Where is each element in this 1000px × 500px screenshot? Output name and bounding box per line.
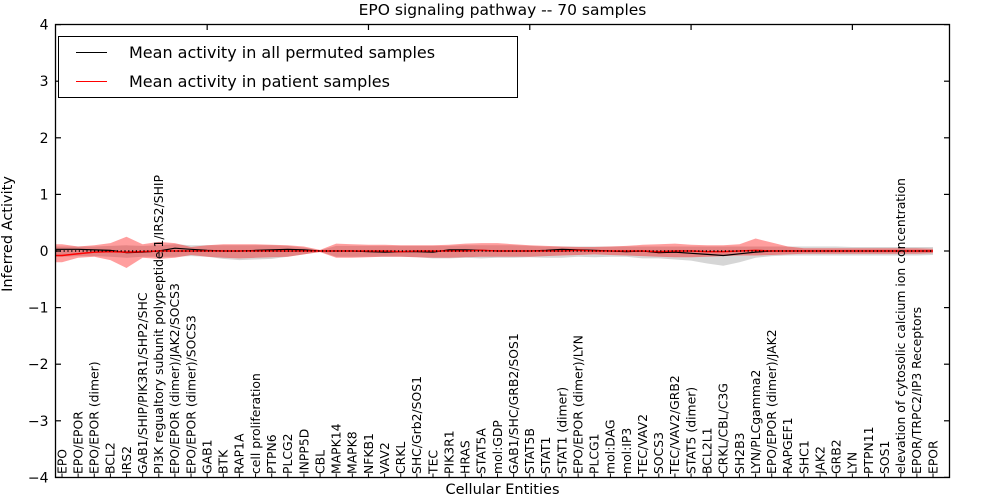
x-tick-label: SOCS3 [651, 432, 666, 474]
x-tick-label: GAB1/SHIP/PIK3R1/SHP2/SHC [135, 293, 150, 474]
y-tick-label: −2 [28, 357, 49, 373]
x-tick-label: TEC/VAV2 [635, 414, 650, 475]
y-tick-label: 2 [40, 131, 49, 147]
x-tick-label: VAV2 [377, 442, 392, 474]
y-tick-label: 0 [40, 244, 49, 260]
x-tick-label: SH2B3 [732, 433, 747, 474]
x-tick-label: SHC/Grb2/SOS1 [409, 376, 424, 474]
x-tick-label: MAPK14 [329, 423, 344, 474]
x-tick-label: EPO [54, 449, 69, 474]
x-tick-label: mol:IP3 [619, 428, 634, 474]
x-tick-label: PLCG2 [280, 433, 295, 474]
x-tick-label: PLCG1 [587, 433, 602, 474]
x-tick-label: GRB2 [829, 439, 844, 474]
y-tick-label: 4 [40, 18, 49, 34]
x-axis-label: Cellular Entities [445, 482, 560, 498]
x-tick-label: CBL [312, 450, 327, 474]
x-tick-label: SOS1 [877, 441, 892, 474]
x-tick-label: GAB1 [199, 440, 214, 474]
x-tick-label: RAPGEF1 [780, 418, 795, 475]
legend-item-patient: Mean activity in patient samples [59, 71, 517, 93]
x-tick-label: NFKB1 [361, 433, 376, 474]
y-tick-label: 3 [40, 74, 49, 90]
x-tick-label: EPO/EPOR (dimer)/SOCS3 [183, 315, 198, 474]
x-tick-label: STAT5B [522, 428, 537, 474]
x-tick-label: EPO/EPOR (dimer)/JAK2/SOCS3 [167, 283, 182, 474]
x-tick-label: MAPK8 [345, 431, 360, 474]
x-tick-label: RAP1A [232, 433, 247, 474]
legend-item-permuted: Mean activity in all permuted samples [59, 42, 517, 64]
legend-line-swatch-permuted [76, 52, 107, 53]
x-tick-label: cell proliferation [248, 373, 263, 474]
x-tick-label: CRKL/CBL/C3G [716, 383, 731, 474]
x-tick-label: EPO/EPOR (dimer)/LYN [570, 335, 585, 474]
x-tick-label: STAT5 (dimer) [683, 387, 698, 474]
x-tick-label: SHC1 [796, 440, 811, 474]
x-tick-label: PIK3R1 [441, 430, 456, 474]
legend-label-patient: Mean activity in patient samples [129, 71, 390, 91]
x-tick-label: CRKL [393, 442, 408, 474]
x-tick-label: LYN/PLCgamma2 [748, 370, 763, 474]
x-tick-label: BCL2 [103, 442, 118, 474]
x-tick-label: TEC [425, 450, 440, 475]
x-tick-label: STAT1 [538, 437, 553, 474]
x-tick-label: STAT1 (dimer) [554, 387, 569, 474]
x-tick-label: mol:GDP [490, 420, 505, 474]
legend-label-permuted: Mean activity in all permuted samples [129, 42, 436, 62]
x-tick-label: BTK [216, 449, 231, 474]
x-tick-label: BCL2L1 [700, 427, 715, 474]
legend: Mean activity in all permuted samples Me… [58, 36, 518, 98]
x-tick-label: STAT5A [474, 428, 489, 474]
chart-title: EPO signaling pathway -- 70 samples [358, 1, 647, 19]
x-tick-label: JAK2 [812, 446, 827, 475]
x-tick-label: EPO/EPOR (dimer)/JAK2 [764, 329, 779, 474]
y-tick-label: 1 [40, 187, 49, 203]
x-tick-label: INPP5D [296, 429, 311, 474]
x-tick-label: EPO/EPOR (dimer) [87, 361, 102, 474]
y-tick-label: −3 [28, 414, 49, 430]
y-axis-label: Inferred Activity [0, 176, 16, 292]
x-tick-label: mol:DAG [603, 420, 618, 474]
y-tick-label: −1 [28, 301, 49, 317]
x-tick-label: EPOR [925, 440, 940, 474]
x-tick-label: PTPN11 [861, 426, 876, 474]
x-tick-label: GAB1/SHC/GRB2/SOS1 [506, 333, 521, 474]
legend-line-swatch-patient [76, 81, 107, 82]
x-tick-label: EPO/EPOR [70, 411, 85, 474]
x-tick-label: LYN [845, 452, 860, 474]
band-patient-samples-std [56, 236, 933, 268]
x-tick-label: elevation of cytosolic calcium ion conce… [893, 178, 908, 474]
x-tick-label: PTPN6 [264, 434, 279, 474]
x-tick-label: PI3K regualtory subunit polypeptide 1/IR… [151, 174, 166, 474]
x-tick-label: EPOR/TRPC2/IP3 Receptors [909, 307, 924, 474]
x-tick-label: IRS2 [119, 446, 134, 474]
x-tick-label: HRAS [458, 440, 473, 474]
x-tick-label: TEC/VAV2/GRB2 [667, 375, 682, 475]
y-tick-label: −4 [28, 470, 49, 486]
